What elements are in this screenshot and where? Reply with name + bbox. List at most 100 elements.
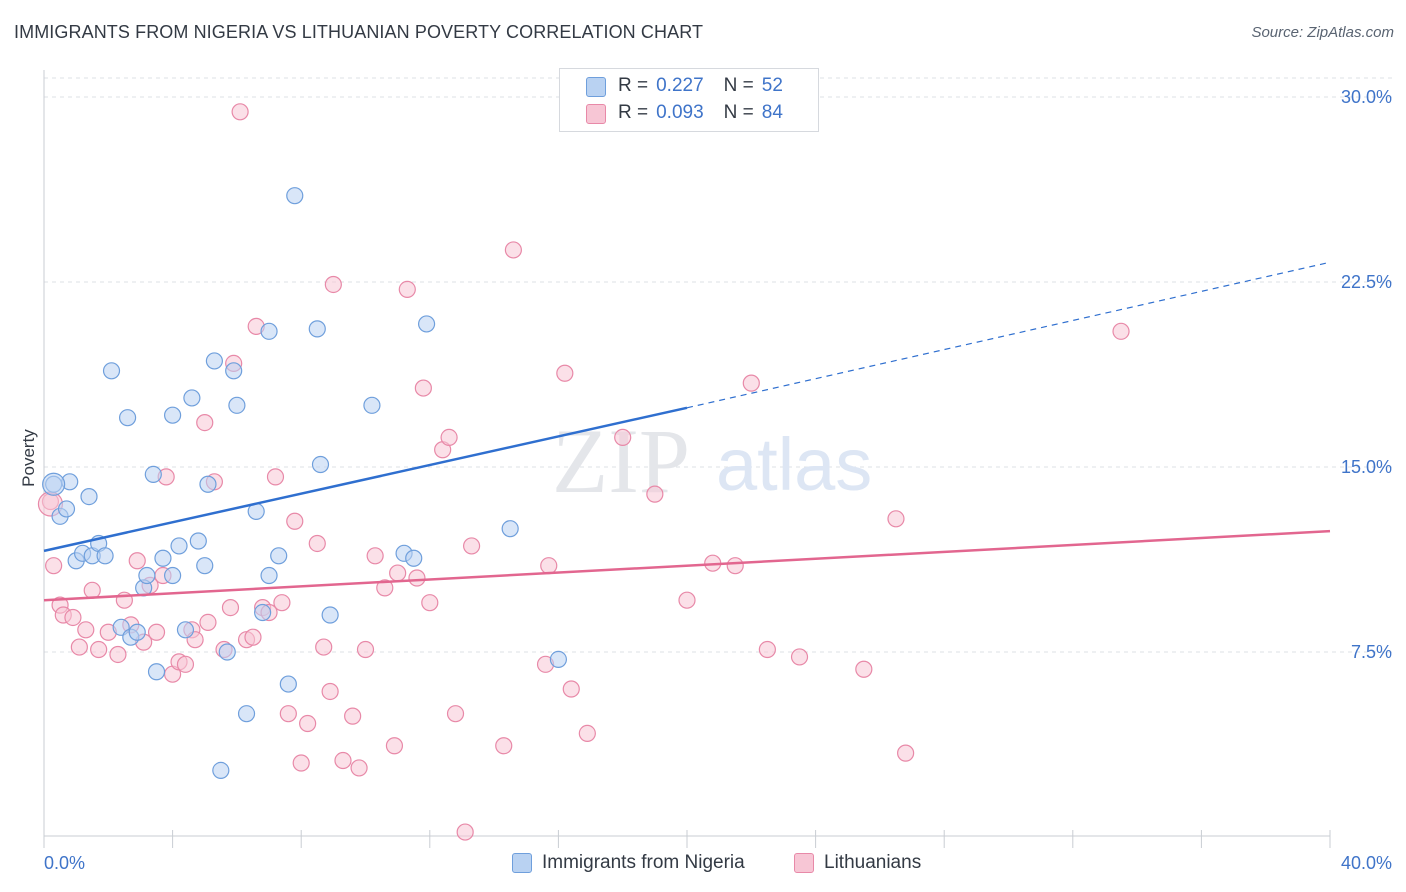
lithuanians-point xyxy=(790,648,809,666)
lithuanians-point xyxy=(176,655,195,673)
nigeria-point xyxy=(205,352,223,370)
lithuanians-point xyxy=(324,275,342,294)
lithuanians-point xyxy=(578,724,596,743)
y-tick-label: 22.5% xyxy=(1341,272,1392,292)
lithuanians-point xyxy=(90,640,108,659)
nigeria-point xyxy=(228,396,246,414)
y-tick-label: 7.5% xyxy=(1351,642,1392,662)
lithuanians-point xyxy=(70,638,88,656)
lithuanians-point xyxy=(366,547,384,565)
legend-row-lithuanians: R = 0.093 N = 84 xyxy=(618,100,783,126)
series-legend: Immigrants from Nigeria Lithuanians xyxy=(0,852,1406,878)
nigeria-point xyxy=(154,549,172,567)
nigeria-point xyxy=(260,566,278,585)
nigeria-point xyxy=(363,396,381,414)
nigeria-point xyxy=(260,322,278,340)
x-tick-max: 40.0% xyxy=(1341,853,1392,873)
lithuanians-point xyxy=(273,594,291,612)
lithuanians-point xyxy=(147,623,166,641)
nigeria-point xyxy=(549,650,568,669)
nigeria-point xyxy=(321,606,339,624)
nigeria-point xyxy=(164,406,182,424)
lithuanians-point xyxy=(646,485,664,503)
lithuanians-point xyxy=(398,280,416,298)
legend-r-value: 0.227 xyxy=(656,75,704,96)
lithuanians-point xyxy=(231,103,249,121)
lithuanians-point xyxy=(495,737,513,755)
lithuanians-point xyxy=(321,682,339,701)
nigeria-point xyxy=(147,663,166,681)
lithuanians-point xyxy=(299,714,317,733)
lithuanians-point xyxy=(45,557,63,575)
legend-r-value: 0.093 xyxy=(656,102,704,123)
nigeria-point-large xyxy=(42,472,66,496)
nigeria-point xyxy=(286,187,304,205)
lithuanians-point xyxy=(266,468,285,486)
lithuanians-trend-line xyxy=(43,529,1331,602)
lithuanians-point xyxy=(726,557,744,575)
lithuanians-point xyxy=(292,754,310,772)
legend-label-nigeria: Immigrants from Nigeria xyxy=(542,852,745,873)
legend-item-lithuanians[interactable]: Lithuanians xyxy=(794,852,921,874)
lithuanians-point xyxy=(344,707,362,725)
watermark: ZIP atlas xyxy=(552,410,872,512)
nigeria-point xyxy=(199,475,217,493)
legend-r-label: R = xyxy=(618,102,649,123)
nigeria-point xyxy=(254,603,272,622)
nigeria-point xyxy=(501,520,519,538)
lithuanians-point xyxy=(286,512,304,530)
nigeria-point xyxy=(212,761,230,780)
nigeria-point xyxy=(176,621,195,639)
x-tick-min: 0.0% xyxy=(44,853,85,873)
legend-n-label: N = xyxy=(723,102,754,123)
nigeria-point xyxy=(270,547,288,565)
lithuanians-point xyxy=(77,621,95,639)
legend-n-label: N = xyxy=(723,75,754,96)
lithuanians-point xyxy=(446,705,465,723)
nigeria-point xyxy=(237,705,256,723)
legend-r-label: R = xyxy=(618,75,649,96)
lithuanians-point xyxy=(315,638,333,656)
lithuanians-point xyxy=(408,569,426,587)
legend-swatch-nigeria xyxy=(512,853,532,873)
lithuanians-point xyxy=(462,537,481,555)
chart-title: IMMIGRANTS FROM NIGERIA VS LITHUANIAN PO… xyxy=(14,22,704,42)
nigeria-point xyxy=(183,389,201,407)
nigeria-trend-line xyxy=(43,406,688,553)
y-tick-label: 15.0% xyxy=(1341,457,1392,477)
lithuanians-point xyxy=(356,640,375,659)
lithuanians-point xyxy=(64,608,82,627)
legend-swatch-nigeria xyxy=(586,77,606,97)
lithuanians-point xyxy=(562,680,580,698)
legend-swatch-lithuanians xyxy=(586,104,606,124)
y-tick-labels: 7.5% 15.0% 22.5% 30.0% xyxy=(1341,87,1392,662)
lithuanians-point xyxy=(678,591,696,609)
lithuanians-point xyxy=(556,364,574,382)
nigeria-trend-extension xyxy=(686,261,1331,409)
lithuanians-point xyxy=(414,379,432,397)
lithuanians-point xyxy=(456,823,474,841)
stats-legend: R = 0.227 N = 52 R = 0.093 N = 84 xyxy=(559,68,819,132)
lithuanians-point xyxy=(244,628,262,646)
nigeria-point xyxy=(311,455,330,474)
legend-item-nigeria[interactable]: Immigrants from Nigeria xyxy=(512,852,745,874)
lithuanians-point xyxy=(350,759,368,777)
nigeria-point xyxy=(118,409,137,427)
nigeria-point xyxy=(138,566,156,585)
trend-lines xyxy=(43,261,1331,602)
nigeria-point xyxy=(96,547,114,565)
lithuanians-point xyxy=(376,579,394,597)
lithuanians-point xyxy=(199,613,217,632)
lithuanians-point xyxy=(83,581,101,599)
lithuanians-points xyxy=(37,103,1130,841)
lithuanians-point xyxy=(897,744,915,762)
lithuanians-point xyxy=(887,510,905,528)
nigeria-point xyxy=(218,643,236,661)
lithuanians-point xyxy=(540,557,558,575)
nigeria-point xyxy=(225,362,243,380)
lithuanians-point xyxy=(279,705,297,723)
lithuanians-point xyxy=(385,737,404,755)
nigeria-point xyxy=(128,623,146,641)
lithuanians-point xyxy=(421,594,439,612)
